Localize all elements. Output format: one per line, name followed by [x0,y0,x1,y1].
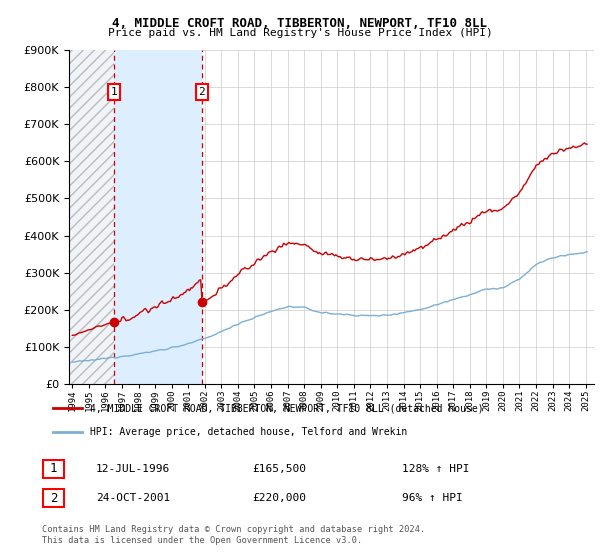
Text: £220,000: £220,000 [252,493,306,503]
Text: HPI: Average price, detached house, Telford and Wrekin: HPI: Average price, detached house, Telf… [89,427,407,437]
Text: 2: 2 [198,87,205,97]
Text: 96% ↑ HPI: 96% ↑ HPI [402,493,463,503]
Text: 128% ↑ HPI: 128% ↑ HPI [402,464,470,474]
Bar [114,50,202,384]
Text: Price paid vs. HM Land Registry's House Price Index (HPI): Price paid vs. HM Land Registry's House … [107,28,493,38]
Text: 4, MIDDLE CROFT ROAD, TIBBERTON, NEWPORT, TF10 8LL (detached house): 4, MIDDLE CROFT ROAD, TIBBERTON, NEWPORT… [89,403,483,413]
FancyBboxPatch shape [43,489,64,507]
Text: 1: 1 [50,462,57,475]
Text: 12-JUL-1996: 12-JUL-1996 [96,464,170,474]
Text: 1: 1 [111,87,118,97]
Text: Contains HM Land Registry data © Crown copyright and database right 2024.
This d: Contains HM Land Registry data © Crown c… [42,525,425,545]
Bar [69,50,114,384]
Text: £165,500: £165,500 [252,464,306,474]
FancyBboxPatch shape [43,460,64,478]
Text: 2: 2 [50,492,57,505]
Text: 4, MIDDLE CROFT ROAD, TIBBERTON, NEWPORT, TF10 8LL: 4, MIDDLE CROFT ROAD, TIBBERTON, NEWPORT… [113,17,487,30]
Text: 24-OCT-2001: 24-OCT-2001 [96,493,170,503]
